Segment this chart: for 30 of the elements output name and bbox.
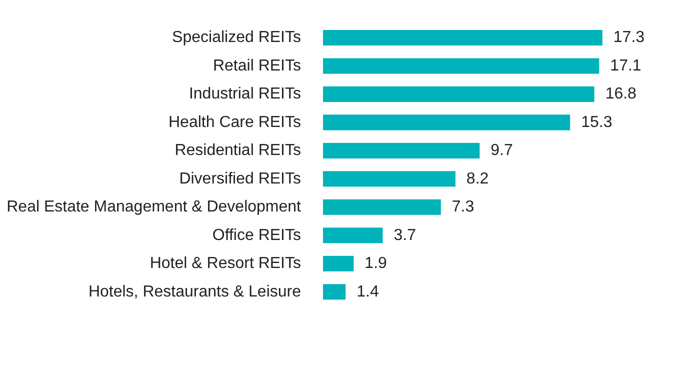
bar (323, 86, 594, 102)
data-label: 9.7 (490, 142, 513, 160)
bar (323, 284, 346, 300)
data-label: 16.8 (605, 86, 637, 103)
data-label: 15.3 (581, 114, 612, 131)
y-tick-label: Real Estate Management & Development (6, 198, 302, 216)
y-tick-label: Office REITs (212, 226, 301, 244)
data-label: 17.3 (613, 29, 645, 46)
bar (323, 171, 456, 187)
bar (323, 58, 600, 74)
data-label: 17.1 (610, 57, 642, 74)
bar (323, 30, 602, 46)
y-tick-label: Health Care REITs (168, 114, 301, 131)
bar (323, 256, 354, 272)
y-tick-label: Industrial REITs (188, 86, 301, 103)
bar (323, 199, 441, 215)
y-tick-label: Retail REITs (212, 57, 301, 74)
data-label: 3.7 (394, 226, 416, 244)
data-label: 1.4 (356, 283, 379, 300)
y-tick-label: Diversified REITs (179, 170, 301, 188)
y-tick-label: Hotel & Resort REITs (150, 255, 301, 272)
data-label: 8.2 (466, 170, 489, 188)
bar (323, 114, 570, 130)
data-label: 1.9 (364, 255, 388, 272)
data-label: 7.3 (452, 198, 474, 216)
y-tick-label: Residential REITs (174, 142, 301, 160)
bar (323, 142, 480, 158)
y-tick-label: Specialized REITs (172, 29, 301, 46)
bar (323, 228, 383, 244)
y-tick-label: Hotels, Restaurants & Leisure (88, 283, 302, 300)
